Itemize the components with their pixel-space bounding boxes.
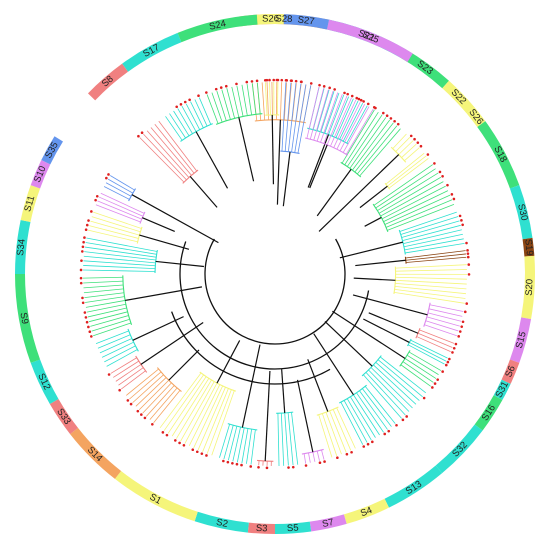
subfamily-segment-s8 — [87, 63, 129, 101]
subfamily-label-s4: S4 — [359, 505, 374, 519]
subfamily-segment-s26 — [466, 106, 486, 128]
subfamily-label-s11: S11 — [22, 194, 37, 213]
subfamily-segment-s30 — [509, 185, 533, 240]
subfamily-label-s15: S15 — [514, 330, 529, 349]
subfamily-segment-s3 — [247, 522, 275, 534]
subfamily-label-s24: S24 — [208, 18, 227, 33]
subfamily-segment-s16 — [474, 395, 503, 431]
subfamily-label-s1: S1 — [148, 492, 163, 507]
subfamily-label-s34: S34 — [15, 238, 28, 256]
subfamily-label-s20: S20 — [524, 279, 536, 296]
subfamily-segment-s9 — [15, 274, 41, 363]
subfamily-segment-s10 — [30, 160, 51, 189]
subfamily-segment-s25 — [326, 19, 413, 62]
subfamily-segment-s18 — [477, 121, 520, 189]
subfamily-segment-s5 — [275, 521, 312, 534]
subfamily-segment-s15 — [509, 317, 532, 363]
subfamily-label-s27: S27 — [297, 14, 315, 27]
subfamily-segment-s12 — [30, 359, 59, 404]
subfamily-label-s19: S19 — [522, 238, 535, 256]
subfamily-label-s30: S30 — [515, 203, 530, 222]
subfamily-label-s3: S3 — [256, 523, 268, 535]
subfamily-label-s26: S26 — [262, 13, 279, 24]
subfamily-label-s5: S5 — [287, 522, 299, 534]
subfamily-segment-s35 — [41, 136, 63, 165]
subfamily-label-s9: S9 — [17, 312, 30, 325]
subfamily-segment-s31 — [493, 379, 511, 401]
subfamily-segment-s26 — [256, 13, 285, 25]
subfamily-segment-s33 — [49, 399, 78, 435]
subfamily-segment-s1 — [114, 471, 198, 522]
subfamily-label-s6: S6 — [503, 364, 518, 379]
subfamily-segment-s24 — [177, 14, 258, 43]
subfamily-segment-s2 — [194, 511, 249, 533]
subfamily-segment-s11 — [20, 185, 41, 223]
subfamily-segment-s4 — [343, 498, 389, 524]
subfamily-ring — [15, 13, 535, 534]
subfamily-segment-s6 — [501, 359, 520, 384]
subfamily-segment-s20 — [521, 255, 535, 320]
subfamily-label-s2: S2 — [215, 517, 229, 530]
leaf-markers — [79, 78, 471, 470]
subfamily-label-s28: S28 — [275, 13, 292, 25]
subfamily-segment-s14 — [70, 427, 122, 479]
subfamily-segment-s32 — [435, 424, 483, 474]
subfamily-segment-s17 — [122, 32, 182, 72]
subfamily-segment-s7 — [309, 514, 347, 532]
subfamily-label-s7: S7 — [321, 517, 335, 530]
subfamily-segment-s27 — [283, 14, 330, 30]
subfamily-segment-s23 — [400, 48, 449, 89]
subfamily-segment-s22 — [442, 80, 475, 114]
subfamily-segment-s19 — [522, 237, 535, 257]
subfamily-segment-s34 — [15, 219, 31, 274]
subfamily-segment-s13 — [384, 465, 443, 508]
tree-branches — [83, 82, 468, 466]
